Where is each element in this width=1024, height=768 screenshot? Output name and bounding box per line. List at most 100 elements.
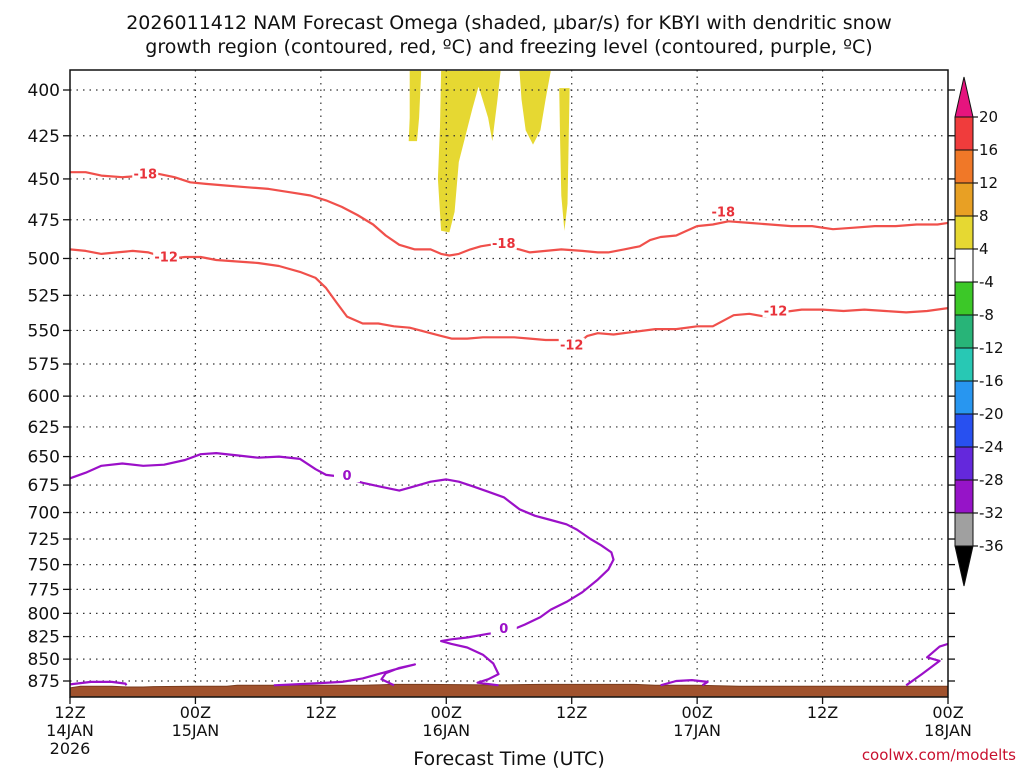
- contour-label-0-1: -18: [492, 237, 516, 252]
- y-tick-label-750: 750: [28, 556, 60, 576]
- colorbar-top-arrow: [954, 76, 974, 118]
- colorbar-label-9: -20: [979, 405, 1004, 423]
- y-tick-label-500: 500: [28, 249, 60, 269]
- colorbar-swatch-4: [954, 248, 974, 283]
- colorbar-swatch-6: [954, 314, 974, 349]
- x-tick-label-36-1: 00Z: [431, 703, 462, 722]
- contour-label-bg-1-2: [762, 303, 789, 318]
- omega-shading: [408, 70, 570, 233]
- contour-label-bg-2-0: [333, 468, 360, 483]
- colorbar-swatch-8: [954, 380, 974, 415]
- x-tick-label-84-1: 00Z: [932, 703, 963, 722]
- contour-line-3: [70, 680, 128, 686]
- y-tick-label-825: 825: [28, 628, 60, 648]
- colorbar-label-10: -24: [979, 438, 1004, 456]
- plot-frame: [69, 69, 949, 698]
- colorbar: 20 16 12 8 4 -4 -8 -12 -16 -20 -24 -28 -32 -36: [954, 76, 1004, 587]
- y-tick-label-425: 425: [28, 127, 60, 147]
- colorbar-label-4: 4: [979, 240, 989, 258]
- x-tick-label-60-1: 00Z: [681, 703, 712, 722]
- x-tick-label-84-2: 18JAN: [924, 721, 972, 740]
- contour-label-bg-1-0: [153, 249, 180, 264]
- omega-region-0-0: [408, 70, 422, 142]
- y-tick-label-800: 800: [28, 604, 60, 624]
- x-tick-label-0-3: 2026: [50, 739, 91, 758]
- credit-text: coolwx.com/modelts: [862, 746, 1016, 764]
- y-axis: 400 425 450 475 500 525 550 575 600 625 650 675 700 7…: [28, 81, 955, 692]
- colorbar-swatch-7: [954, 347, 974, 382]
- colorbar-swatch-9: [954, 413, 974, 448]
- x-tick-label-48-1: 12Z: [556, 703, 587, 722]
- omega-region-0-3: [519, 70, 551, 145]
- colorbar-label-11: -28: [979, 471, 1004, 489]
- contour-label-2-1: 0: [499, 622, 508, 637]
- colorbar-label-2: 12: [979, 174, 998, 192]
- contour-line-5: [660, 678, 709, 687]
- contour-label-bg-0-1: [490, 235, 517, 250]
- y-tick-label-475: 475: [28, 211, 60, 231]
- colorbar-bottom-arrow: [954, 545, 974, 587]
- contour-line-1: [70, 248, 948, 346]
- contour-label-bg-0-2: [710, 204, 737, 219]
- contours: -18 -18 -18 -12 -12 -12 0 0: [70, 166, 948, 687]
- colorbar-label-8: -16: [979, 372, 1004, 390]
- colorbar-swatch-2: [954, 182, 974, 217]
- colorbar-swatch-3: [954, 215, 974, 250]
- y-tick-label-675: 675: [28, 476, 60, 496]
- colorbar-swatch-1: [954, 149, 974, 184]
- y-tick-label-400: 400: [28, 81, 60, 101]
- x-tick-label-0-2: 14JAN: [46, 721, 94, 740]
- y-tick-label-850: 850: [28, 650, 60, 670]
- omega-region-0-2: [472, 70, 501, 142]
- y-tick-label-875: 875: [28, 672, 60, 692]
- contour-label-bg-0-0: [132, 166, 159, 181]
- colorbar-label-13: -36: [979, 537, 1004, 555]
- colorbar-label-7: -12: [979, 339, 1004, 357]
- omega-region-0-4: [559, 88, 570, 231]
- y-tick-label-575: 575: [28, 355, 60, 375]
- chart-title-line1: 2026011412 NAM Forecast Omega (shaded, µ…: [126, 12, 892, 34]
- y-tick-label-775: 775: [28, 580, 60, 600]
- contour-label-1-0: -12: [154, 250, 178, 265]
- colorbar-label-3: 8: [979, 207, 989, 225]
- colorbar-label-6: -8: [979, 306, 994, 324]
- contour-label-bg-1-1: [558, 337, 585, 352]
- y-tick-label-550: 550: [28, 321, 60, 341]
- y-tick-label-600: 600: [28, 387, 60, 407]
- y-tick-label-450: 450: [28, 170, 60, 190]
- contour-label-0-2: -18: [712, 205, 736, 220]
- contour-label-bg-2-1: [490, 621, 517, 636]
- y-tick-label-725: 725: [28, 530, 60, 550]
- colorbar-label-0: 20: [979, 108, 998, 126]
- y-tick-label-525: 525: [28, 286, 60, 306]
- colorbar-label-12: -32: [979, 504, 1004, 522]
- y-tick-label-625: 625: [28, 418, 60, 438]
- colorbar-swatch-0: [954, 116, 974, 151]
- x-tick-label-60-2: 17JAN: [673, 721, 721, 740]
- chart-title-line2: growth region (contoured, red, ºC) and f…: [145, 36, 872, 58]
- contour-line-4: [273, 663, 416, 687]
- terrain-fill: [70, 684, 948, 697]
- colorbar-swatch-11: [954, 479, 974, 514]
- colorbar-swatch-5: [954, 281, 974, 316]
- omega-region-0-1: [437, 70, 483, 233]
- y-tick-label-650: 650: [28, 448, 60, 468]
- contour-line-6: [905, 642, 948, 687]
- contour-label-1-1: -12: [560, 339, 584, 354]
- x-tick-label-36-2: 16JAN: [422, 721, 470, 740]
- colorbar-swatch-12: [954, 512, 974, 547]
- colorbar-swatch-10: [954, 446, 974, 481]
- gridlines: [70, 70, 948, 697]
- y-tick-label-700: 700: [28, 504, 60, 524]
- contour-line-2: [70, 452, 615, 687]
- x-tick-label-72-1: 12Z: [807, 703, 838, 722]
- x-tick-label-24-1: 12Z: [305, 703, 336, 722]
- contour-label-2-0: 0: [342, 469, 351, 484]
- x-axis-title: Forecast Time (UTC): [413, 748, 604, 768]
- colorbar-label-5: -4: [979, 273, 994, 291]
- x-tick-label-12-2: 15JAN: [172, 721, 220, 740]
- contour-label-1-2: -12: [764, 304, 788, 319]
- colorbar-label-1: 16: [979, 141, 998, 159]
